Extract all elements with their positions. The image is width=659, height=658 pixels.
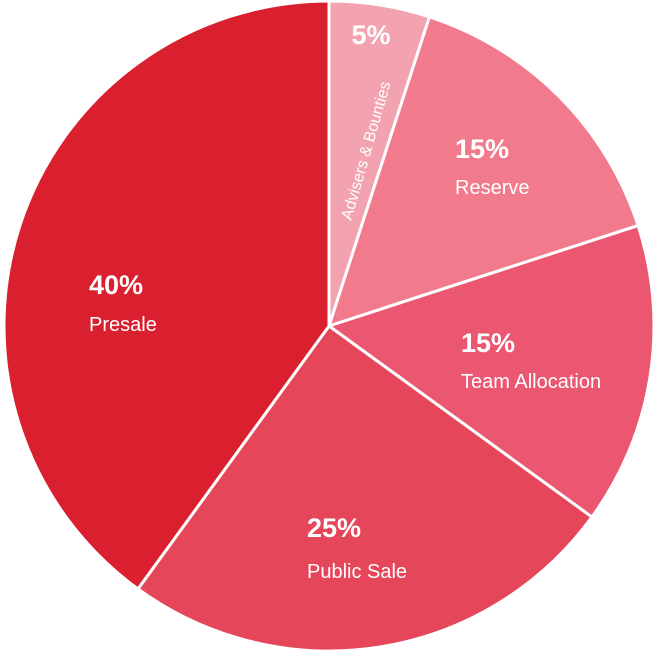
slice-team-allocation-percent: 15%: [461, 328, 515, 358]
pie-slice-presale: [2, 0, 331, 591]
slice-team-allocation-label: Team Allocation: [461, 371, 601, 393]
slice-reserve-percent: 15%: [455, 134, 509, 164]
slice-advisers-percent: 5%: [351, 20, 390, 50]
slice-presale-percent: 40%: [89, 270, 143, 300]
pie-slice-team-allocation: [327, 224, 656, 519]
slice-reserve-label: Reserve: [455, 177, 529, 199]
pie-slice-public-sale: [136, 324, 594, 653]
slice-public-sale-percent: 25%: [307, 513, 361, 543]
pie-slice-reserve: [327, 15, 640, 328]
slice-presale-label: Presale: [89, 314, 157, 336]
slice-public-sale-label: Public Sale: [307, 561, 407, 583]
